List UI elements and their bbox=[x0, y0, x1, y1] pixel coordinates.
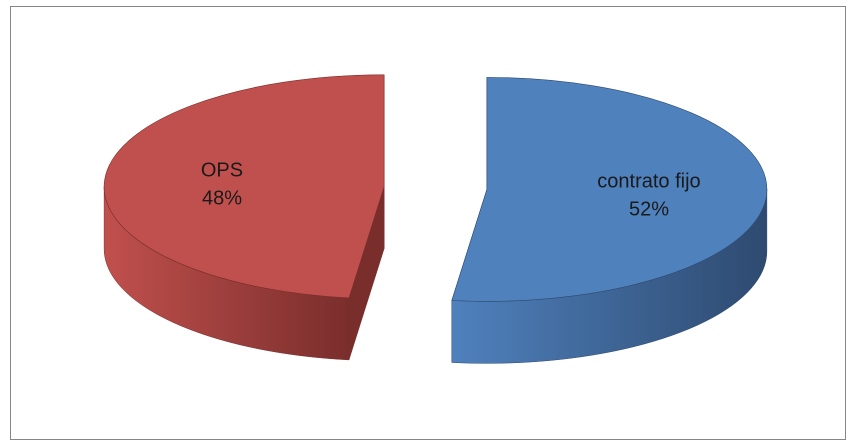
slice-top bbox=[103, 74, 385, 299]
slice-label-name: OPS bbox=[201, 160, 243, 182]
slice-top bbox=[451, 77, 768, 302]
slice-label-percent: 48% bbox=[202, 188, 242, 210]
slice-ops: OPS 48% bbox=[103, 74, 385, 361]
slice-label-percent: 52% bbox=[629, 198, 669, 220]
slice-label-name: contrato fijo bbox=[597, 170, 700, 192]
slice-contrato-fijo: contrato fijo 52% bbox=[451, 77, 768, 364]
